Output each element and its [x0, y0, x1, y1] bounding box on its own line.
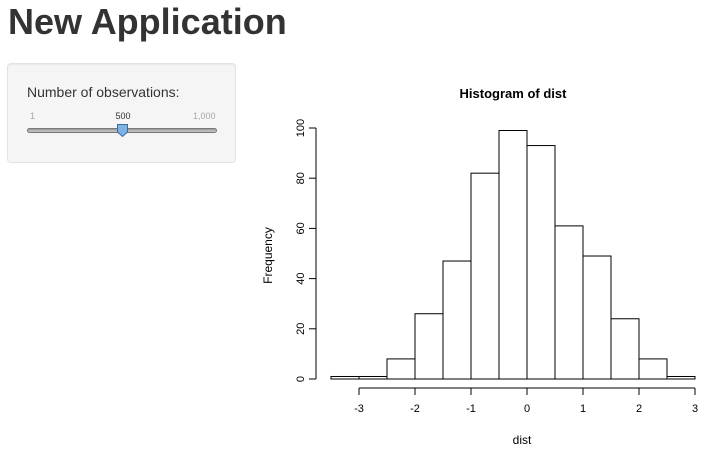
histogram-bar: [414, 313, 444, 380]
histogram-bar: [526, 145, 556, 380]
y-tick-label: 80: [295, 172, 307, 184]
histogram-bar: [666, 375, 696, 380]
histogram-bar: [582, 255, 612, 380]
sidebar-panel: Number of observations: 1 500 1,000: [7, 63, 236, 163]
histogram-plot: Histogram of dist 0 20 40 60 80 100 -3 -2 -1 0 1 2 3 d…: [250, 60, 706, 450]
x-tick-label: -3: [354, 403, 364, 415]
observations-slider-handle[interactable]: [116, 123, 129, 138]
y-tick-label: 100: [295, 119, 307, 137]
slider-handle-icon: [117, 124, 128, 138]
x-tick-label: 1: [580, 403, 586, 415]
y-tick-label: 40: [295, 272, 307, 284]
slider-min-label: 1: [30, 111, 36, 121]
chart-title: Histogram of dist: [460, 86, 568, 101]
x-axis-label: dist: [513, 433, 532, 447]
histogram-bar: [638, 358, 668, 380]
histogram-svg: Histogram of dist 0 20 40 60 80 100 -3 -2 -1 0 1 2 3 d…: [261, 86, 698, 447]
x-tick-label: -1: [466, 403, 476, 415]
histogram-bar: [610, 318, 640, 380]
x-tick-label: 2: [636, 403, 642, 415]
y-tick-label: 60: [295, 222, 307, 234]
slider-max-label: 1,000: [193, 111, 216, 121]
histogram-bar: [386, 358, 416, 380]
page-title: New Application: [8, 1, 287, 42]
x-tick-label: -2: [410, 403, 420, 415]
histogram-bar: [554, 225, 584, 380]
x-tick-label: 0: [524, 403, 530, 415]
slider-value-label: 500: [115, 111, 131, 121]
histogram-bar: [470, 172, 500, 380]
x-tick-label: 3: [692, 403, 698, 415]
y-tick-label: 0: [295, 376, 307, 382]
histogram-bar: [498, 130, 528, 380]
histogram-bar: [330, 375, 360, 380]
y-tick-label: 20: [295, 323, 307, 335]
y-axis-label: Frequency: [261, 227, 275, 284]
histogram-bar: [442, 260, 472, 380]
histogram-bar: [358, 375, 388, 380]
slider-label: Number of observations:: [27, 84, 180, 100]
